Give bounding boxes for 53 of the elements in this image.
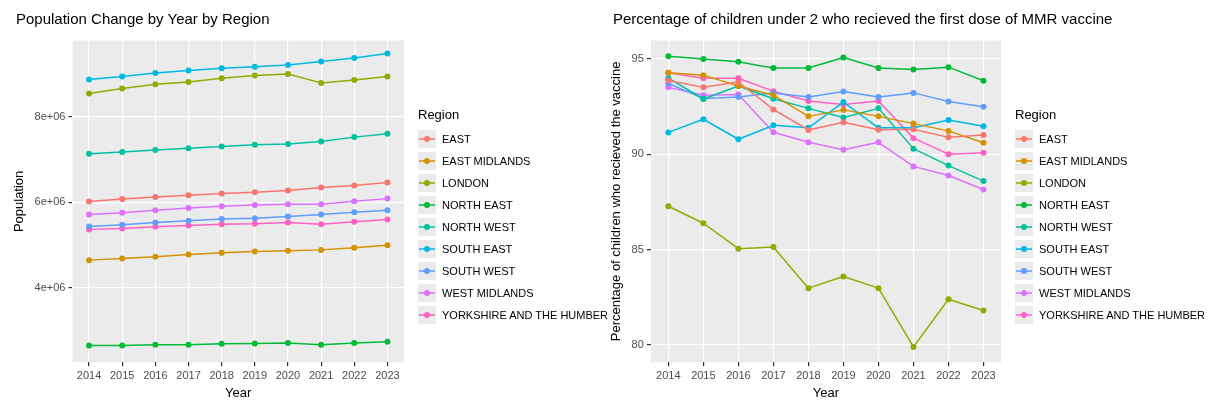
legend-label: NORTH EAST (442, 198, 513, 211)
x-tick-label: 2021 (308, 368, 334, 381)
x-tick-label: 2020 (275, 368, 301, 381)
x-tick-label: 2016 (726, 368, 751, 381)
x-axis-title: Year (812, 384, 840, 400)
y-tick-label: 90 (631, 147, 644, 160)
x-axis-title: Year (225, 384, 253, 400)
legend-label: WEST MIDLANDS (1039, 286, 1131, 299)
legend-label: EAST (1039, 132, 1068, 145)
legend-label: YORKSHIRE AND THE HUMBER (1039, 308, 1206, 321)
y-tick-label: 85 (631, 242, 644, 255)
legend-label: EAST MIDLANDS (442, 154, 531, 167)
x-tick-label: 2014 (656, 368, 681, 381)
legend-label: NORTH WEST (442, 220, 516, 233)
legend-label: SOUTH WEST (1039, 264, 1113, 277)
x-tick-label: 2018 (209, 368, 234, 381)
y-tick-label: 4e+06 (34, 280, 66, 293)
legend-title: Region (1015, 106, 1058, 122)
legend-label: LONDON (442, 176, 490, 189)
x-tick-label: 2019 (242, 368, 268, 381)
x-tick-label: 2023 (971, 368, 996, 381)
x-tick-label: 2015 (109, 368, 135, 381)
x-tick-label: 2017 (761, 368, 786, 381)
legend-label: EAST (442, 132, 471, 145)
chart-title: Population Change by Year by Region (15, 9, 271, 29)
x-tick-label: 2016 (143, 368, 168, 381)
x-tick-label: 2020 (866, 368, 891, 381)
y-tick-label: 80 (631, 338, 644, 351)
y-tick-label: 8e+06 (34, 110, 66, 123)
x-tick-label: 2021 (901, 368, 926, 381)
x-tick-label: 2022 (342, 368, 367, 381)
legend-label: SOUTH EAST (1039, 242, 1110, 255)
x-tick-label: 2018 (796, 368, 821, 381)
x-tick-label: 2019 (831, 368, 856, 381)
legend-label: NORTH EAST (1039, 198, 1110, 211)
chart-title: Percentage of children under 2 who recieved the first dose of MMR vaccine (612, 9, 1114, 29)
legend-label: EAST MIDLANDS (1039, 154, 1128, 167)
legend-title: Region (418, 106, 461, 122)
x-tick-label: 2023 (375, 368, 400, 381)
legend-label: LONDON (1039, 176, 1087, 189)
x-tick-label: 2014 (76, 368, 102, 381)
y-tick-label: 95 (631, 51, 644, 64)
legend-label: SOUTH WEST (442, 264, 516, 277)
x-tick-label: 2015 (691, 368, 716, 381)
y-axis-title: Percentage of children who recieved the vaccine (608, 61, 624, 342)
legend-label: WEST MIDLANDS (442, 286, 534, 299)
legend-label: YORKSHIRE AND THE HUMBER (442, 308, 609, 321)
y-tick-label: 6e+06 (34, 195, 66, 208)
legend-label: NORTH WEST (1039, 220, 1113, 233)
x-tick-label: 2022 (936, 368, 961, 381)
y-axis-title: Population (11, 170, 27, 233)
x-tick-label: 2017 (176, 368, 201, 381)
legend-label: SOUTH EAST (442, 242, 513, 255)
